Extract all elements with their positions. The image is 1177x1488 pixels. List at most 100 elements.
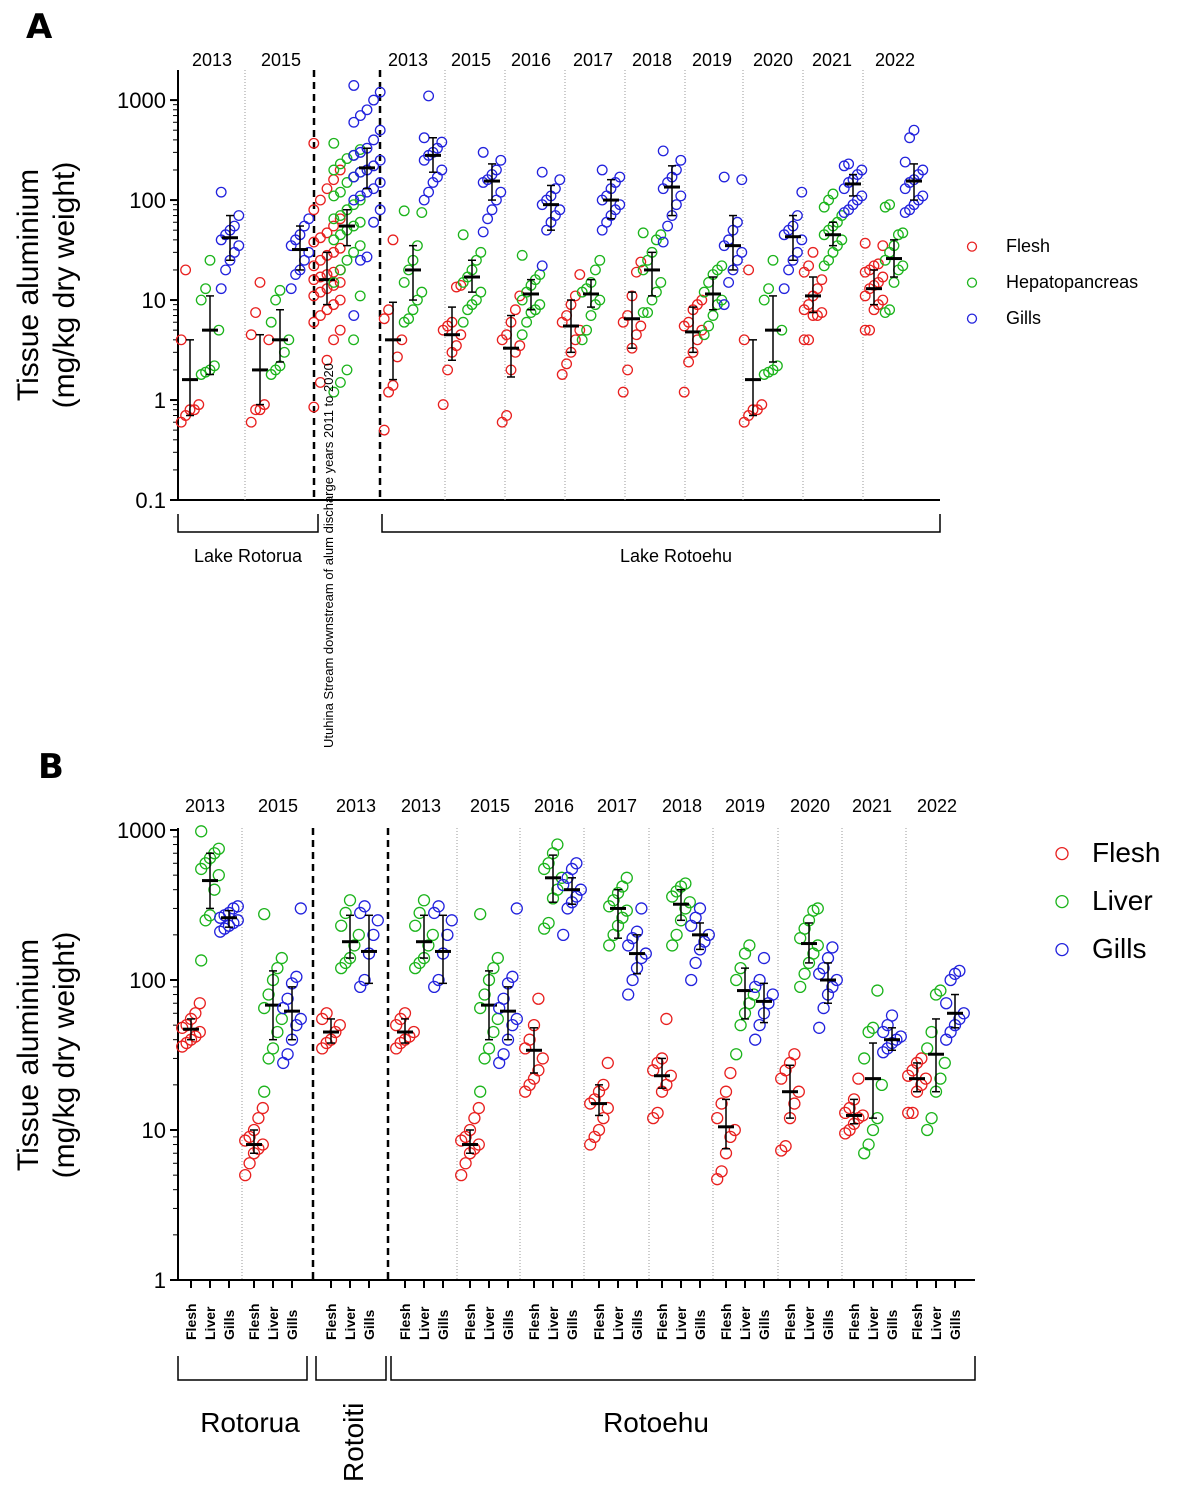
data-point-flesh — [334, 164, 346, 176]
y-axis-title: Tissue aluminium (mg/kg dry weight) — [12, 162, 81, 409]
data-point-gills — [436, 164, 448, 176]
data-point-gills — [718, 171, 730, 183]
year-label: 2013 — [192, 50, 232, 70]
data-point-gills — [290, 970, 303, 983]
x-tick-label: Flesh — [718, 1303, 734, 1340]
y-tick-label: 1 — [154, 1268, 166, 1293]
x-tick-label: Flesh — [526, 1303, 542, 1340]
data-point-gills — [675, 190, 687, 202]
data-point-liver — [743, 939, 756, 952]
data-point-gills — [731, 216, 743, 228]
data-point-liver — [679, 877, 692, 890]
data-point-liver — [798, 967, 811, 980]
year-label: 2015 — [451, 50, 491, 70]
data-point-flesh — [459, 1130, 472, 1144]
x-tick-label: Gills — [361, 1309, 377, 1340]
data-point-gills — [358, 900, 371, 913]
legend-label: Gills — [1006, 308, 1041, 328]
year-label: 2021 — [852, 796, 892, 816]
data-point-liver — [730, 1048, 743, 1061]
data-point-gills — [940, 997, 953, 1010]
data-point-liver — [208, 883, 221, 896]
data-point-flesh — [523, 1033, 536, 1046]
data-point-flesh — [314, 194, 326, 206]
data-point-gills — [689, 956, 702, 970]
x-tick-label: Gills — [564, 1309, 580, 1340]
data-point-hepatopancreas — [827, 246, 839, 258]
data-point-gills — [536, 166, 548, 178]
data-point-hepatopancreas — [334, 210, 346, 222]
y-tick-label: 100 — [129, 968, 166, 993]
x-tick-label: Gills — [284, 1309, 300, 1340]
data-point-liver — [620, 904, 633, 917]
legend-marker — [966, 313, 978, 324]
data-point-liver — [934, 984, 947, 997]
data-point-hepatopancreas — [655, 276, 667, 288]
data-point-flesh — [691, 334, 703, 346]
data-point-liver — [409, 919, 422, 932]
data-point-flesh — [514, 340, 526, 352]
data-point-gills — [367, 928, 380, 941]
data-point-hepatopancreas — [581, 324, 593, 336]
data-point-flesh — [738, 416, 750, 428]
data-point-hepatopancreas — [897, 227, 909, 239]
data-point-gills — [626, 932, 639, 945]
data-point-flesh — [189, 1007, 202, 1020]
legend-marker — [966, 277, 978, 288]
data-point-flesh — [811, 283, 823, 295]
y-tick-label: 1000 — [117, 88, 166, 113]
data-point-hepatopancreas — [195, 294, 207, 306]
data-point-hepatopancreas — [703, 320, 715, 332]
data-point-liver — [921, 1123, 934, 1137]
x-tick-label: Flesh — [782, 1303, 798, 1340]
data-point-gills — [374, 154, 386, 166]
x-tick-label: Flesh — [183, 1303, 199, 1340]
group-label-rotorua: Lake Rotorua — [194, 546, 303, 566]
data-point-hepatopancreas — [475, 286, 487, 298]
data-point-liver — [862, 1138, 875, 1151]
data-point-hepatopancreas — [334, 376, 346, 388]
data-point-gills — [622, 988, 635, 1001]
data-point-hepatopancreas — [521, 316, 533, 328]
data-point-flesh — [193, 399, 205, 411]
x-tick-label: Gills — [629, 1309, 645, 1340]
data-point-gills — [348, 80, 360, 91]
data-point-hepatopancreas — [354, 216, 366, 228]
data-point-hepatopancreas — [716, 260, 728, 272]
data-point-flesh — [715, 1165, 728, 1178]
data-point-liver — [734, 1019, 747, 1032]
data-point-flesh — [864, 324, 876, 336]
legend-marker — [1055, 942, 1069, 957]
data-point-liver — [747, 988, 760, 1001]
data-point-gills — [368, 160, 380, 172]
data-point-flesh — [250, 307, 262, 318]
data-point-flesh — [788, 1097, 801, 1110]
data-point-gills — [843, 158, 855, 170]
data-point-flesh — [635, 320, 647, 332]
x-tick-label: Gills — [221, 1309, 237, 1340]
data-point-flesh — [383, 386, 395, 398]
data-point-flesh — [775, 1072, 788, 1085]
data-point-gills — [303, 213, 315, 225]
data-point-gills — [877, 1046, 890, 1059]
data-point-hepatopancreas — [836, 234, 848, 246]
data-point-flesh — [328, 174, 340, 186]
data-point-gills — [432, 900, 445, 913]
data-point-flesh — [314, 271, 326, 283]
data-point-liver — [607, 894, 620, 907]
data-point-gills — [736, 246, 748, 258]
data-point-flesh — [496, 416, 508, 428]
data-point-gills — [428, 906, 441, 920]
data-point-hepatopancreas — [403, 313, 415, 325]
data-point-flesh — [252, 1111, 265, 1125]
year-label: 2022 — [917, 796, 957, 816]
data-point-flesh — [509, 304, 521, 316]
data-point-liver — [212, 869, 225, 882]
data-point-gills — [428, 980, 441, 994]
data-point-flesh — [176, 1040, 189, 1053]
data-point-flesh — [308, 260, 320, 272]
x-tick-label: Gills — [435, 1309, 451, 1340]
data-point-hepatopancreas — [589, 264, 601, 276]
data-point-liver — [275, 1012, 288, 1026]
year-label: 2013 — [336, 796, 376, 816]
